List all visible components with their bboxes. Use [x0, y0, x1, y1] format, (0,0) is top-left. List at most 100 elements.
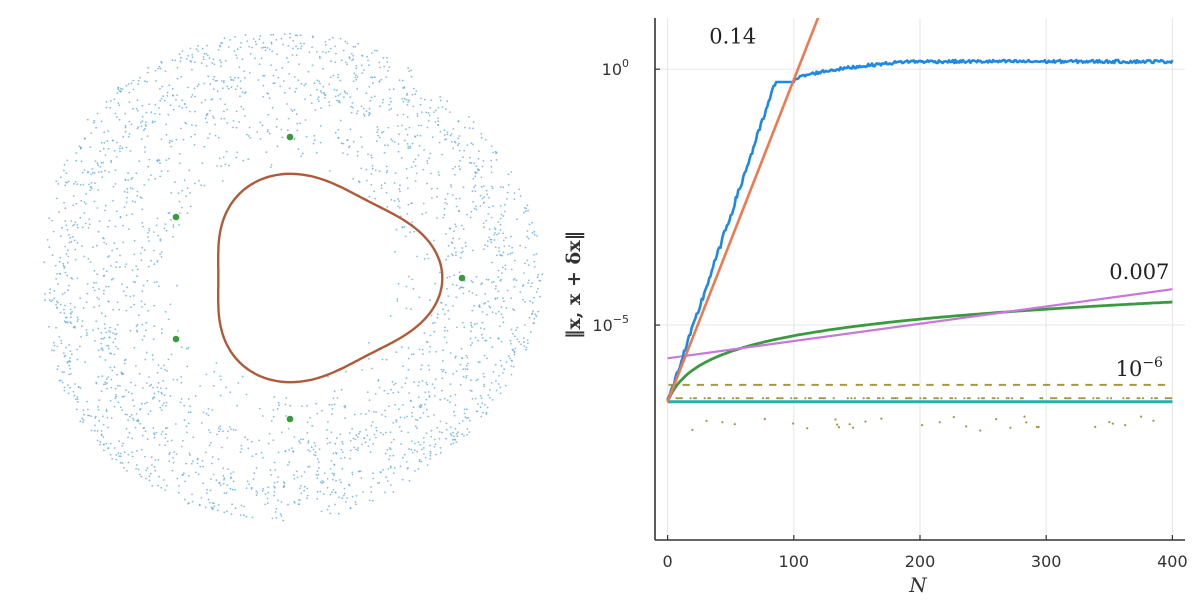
- scatter-point: [277, 451, 280, 454]
- scatter-point: [130, 178, 133, 181]
- scatter-point: [392, 391, 395, 394]
- scatter-point: [108, 171, 110, 173]
- scatter-point: [458, 271, 461, 274]
- scatter-point: [433, 111, 435, 113]
- scatter-point: [407, 145, 410, 148]
- scatter-point: [479, 194, 482, 197]
- scatter-point: [474, 190, 477, 193]
- scatter-point: [293, 436, 296, 438]
- scatter-point: [462, 375, 465, 378]
- scatter-point: [229, 39, 232, 41]
- scatter-point: [100, 342, 103, 345]
- scatter-point: [322, 51, 324, 53]
- scatter-point: [365, 168, 367, 171]
- scatter-point: [162, 479, 165, 481]
- scatter-point: [141, 104, 144, 107]
- scatter-point: [146, 467, 149, 469]
- scatter-point: [470, 379, 472, 382]
- scatter-point: [370, 367, 373, 370]
- periodic-series-point: [1034, 383, 1037, 386]
- scatter-point: [85, 334, 88, 337]
- scatter-point: [362, 107, 365, 110]
- scatter-point: [318, 467, 320, 469]
- scatter-point: [316, 458, 319, 460]
- scatter-point: [406, 133, 409, 136]
- scatter-point: [443, 336, 446, 338]
- scatter-point: [268, 48, 271, 51]
- scatter-point: [333, 403, 336, 406]
- scatter-point: [127, 135, 130, 138]
- scatter-point: [487, 278, 490, 281]
- scatter-point: [90, 173, 93, 176]
- scatter-point: [328, 83, 331, 86]
- scatter-point: [444, 371, 447, 374]
- scatter-point: [194, 133, 196, 136]
- scatter-point: [480, 333, 483, 336]
- scatter-point: [106, 382, 108, 384]
- scatter-point: [65, 253, 68, 255]
- periodic-series-point: [1095, 397, 1098, 400]
- scatter-point: [497, 383, 500, 385]
- scatter-point: [154, 69, 157, 72]
- scatter-point: [107, 256, 109, 258]
- scatter-point: [427, 364, 430, 367]
- scatter-point: [152, 249, 155, 252]
- scatter-point: [248, 45, 251, 48]
- scatter-point: [107, 300, 110, 303]
- scatter-point: [436, 187, 439, 190]
- scatter-point: [368, 114, 370, 117]
- scatter-point: [96, 439, 99, 442]
- scatter-point: [105, 243, 108, 246]
- scatter-point: [425, 111, 428, 114]
- scatter-point: [61, 371, 63, 373]
- scatter-point: [433, 239, 435, 242]
- scatter-point: [157, 484, 160, 487]
- scatter-point: [242, 514, 245, 517]
- scatter-point: [422, 437, 425, 439]
- periodic-series-point: [1088, 383, 1091, 386]
- scatter-point: [315, 151, 318, 154]
- scatter-point: [131, 213, 134, 216]
- scatter-point: [339, 119, 342, 122]
- scatter-point: [423, 332, 426, 335]
- scatter-point: [212, 502, 215, 505]
- periodic-point: [172, 213, 180, 221]
- scatter-point: [144, 402, 146, 405]
- scatter-point: [483, 302, 485, 305]
- scatter-point: [218, 157, 221, 160]
- scatter-point: [64, 271, 67, 274]
- scatter-point: [431, 383, 434, 386]
- scatter-point: [179, 401, 182, 404]
- scatter-point: [420, 460, 423, 463]
- scatter-point: [100, 331, 103, 334]
- scatter-point: [165, 123, 168, 126]
- scatter-point: [63, 265, 66, 268]
- scatter-point: [497, 276, 500, 278]
- scatter-point: [310, 446, 313, 449]
- scatter-point: [314, 454, 317, 457]
- scatter-point: [381, 131, 383, 134]
- periodic-series-point: [852, 426, 855, 429]
- scatter-point: [124, 130, 127, 133]
- scatter-point: [229, 76, 232, 79]
- periodic-series-point: [1074, 383, 1077, 386]
- scatter-point: [118, 90, 121, 92]
- scatter-point: [199, 385, 202, 387]
- scatter-point: [318, 80, 321, 83]
- scatter-point: [443, 313, 446, 316]
- scatter-point: [124, 178, 127, 181]
- scatter-point: [107, 447, 109, 450]
- scatter-point: [151, 397, 154, 400]
- scatter-point: [387, 468, 390, 470]
- scatter-point: [504, 236, 507, 239]
- scatter-point: [177, 491, 180, 494]
- periodic-series-point: [841, 383, 844, 386]
- scatter-point: [114, 387, 117, 390]
- scatter-point: [272, 439, 275, 441]
- scatter-point: [159, 238, 162, 241]
- scatter-point: [385, 165, 388, 168]
- scatter-point: [206, 54, 209, 57]
- scatter-point: [337, 512, 340, 515]
